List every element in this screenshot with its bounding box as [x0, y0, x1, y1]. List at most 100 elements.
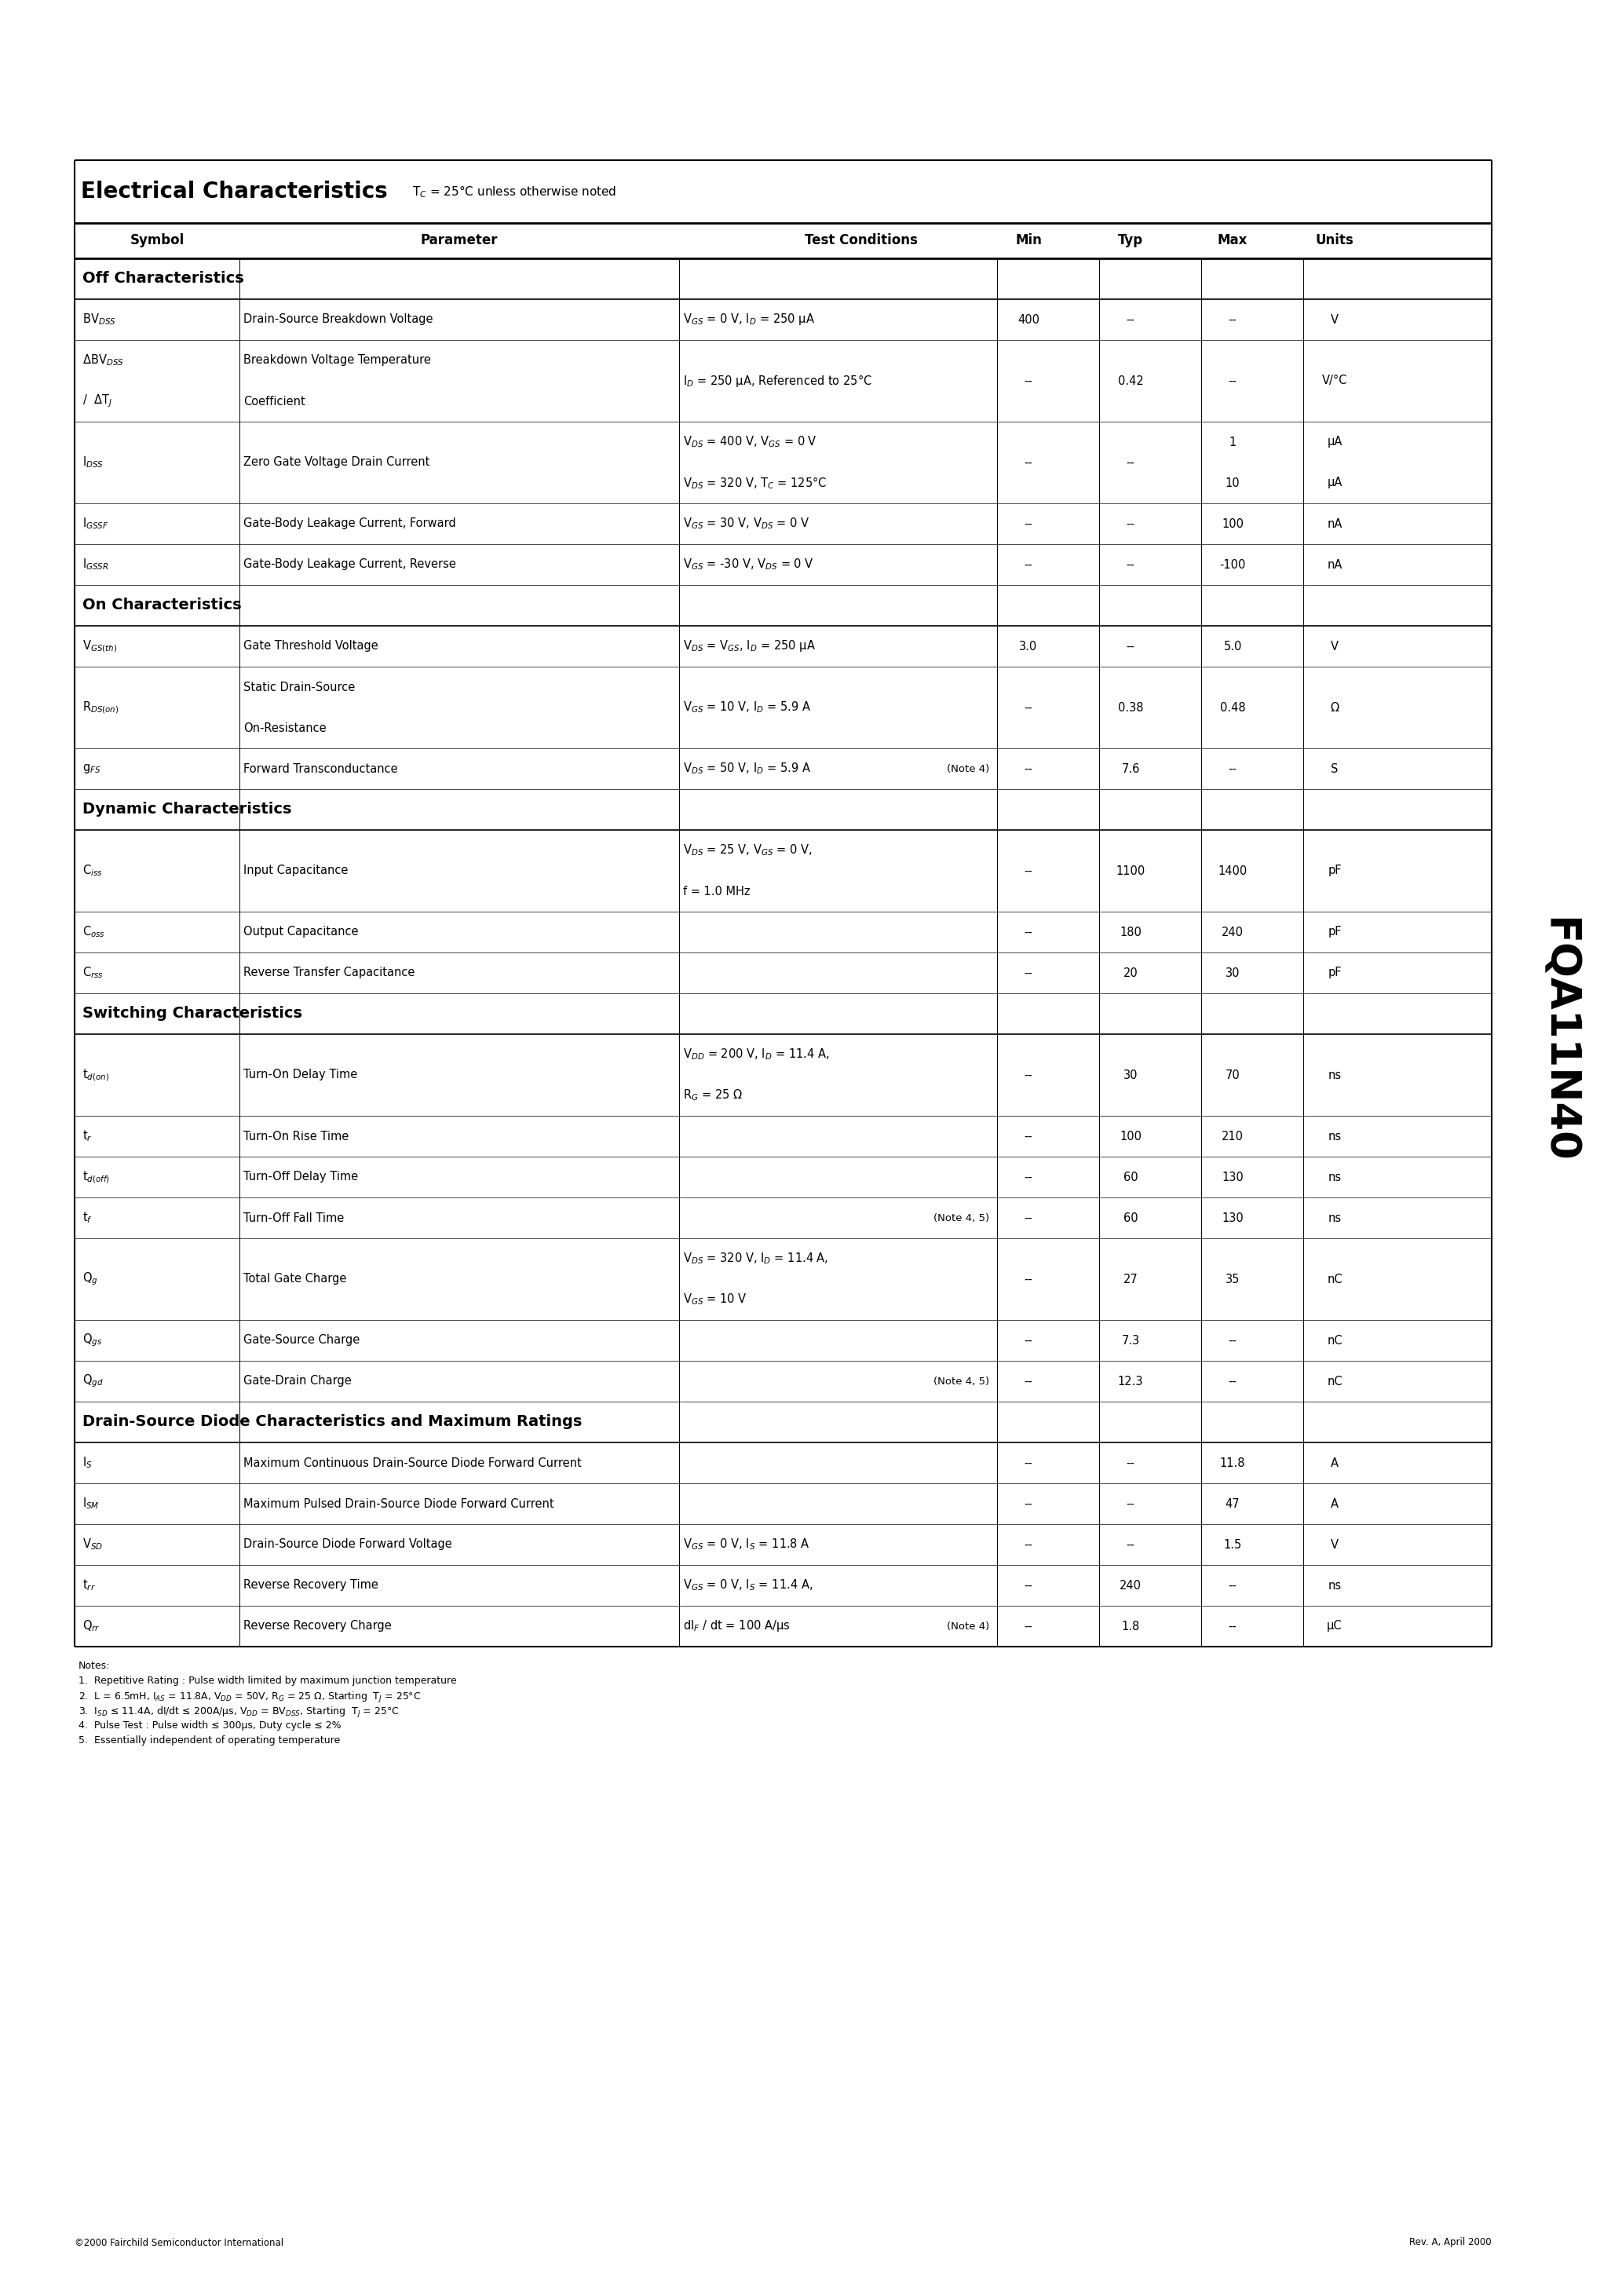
- Text: 60: 60: [1122, 1212, 1139, 1224]
- Text: --: --: [1126, 1538, 1135, 1550]
- Text: --: --: [1023, 1334, 1033, 1345]
- Text: --: --: [1023, 1212, 1033, 1224]
- Text: --: --: [1023, 1070, 1033, 1081]
- Text: Off Characteristics: Off Characteristics: [83, 271, 243, 287]
- Text: I$_{GSSF}$: I$_{GSSF}$: [83, 517, 109, 530]
- Text: Maximum Pulsed Drain-Source Diode Forward Current: Maximum Pulsed Drain-Source Diode Forwar…: [243, 1497, 555, 1508]
- Text: 4.  Pulse Test : Pulse width ≤ 300μs, Duty cycle ≤ 2%: 4. Pulse Test : Pulse width ≤ 300μs, Dut…: [78, 1720, 341, 1731]
- Text: Min: Min: [1015, 234, 1041, 248]
- Text: Notes:: Notes:: [78, 1660, 110, 1671]
- Text: V$_{DS}$ = 400 V, V$_{GS}$ = 0 V: V$_{DS}$ = 400 V, V$_{GS}$ = 0 V: [683, 434, 817, 450]
- Text: 11.8: 11.8: [1220, 1458, 1246, 1469]
- Text: V$_{DS}$ = 320 V, T$_{C}$ = 125°C: V$_{DS}$ = 320 V, T$_{C}$ = 125°C: [683, 475, 827, 491]
- Text: --: --: [1126, 519, 1135, 530]
- Text: R$_{G}$ = 25 Ω: R$_{G}$ = 25 Ω: [683, 1088, 743, 1102]
- Text: --: --: [1228, 1621, 1238, 1632]
- Text: C$_{oss}$: C$_{oss}$: [83, 925, 105, 939]
- Text: --: --: [1023, 374, 1033, 386]
- Text: Q$_{gd}$: Q$_{gd}$: [83, 1373, 104, 1389]
- Text: --: --: [1023, 558, 1033, 569]
- Text: t$_{rr}$: t$_{rr}$: [83, 1577, 96, 1593]
- Text: /  ΔT$_{J}$: / ΔT$_{J}$: [83, 393, 112, 409]
- Text: --: --: [1023, 1274, 1033, 1286]
- Text: f = 1.0 MHz: f = 1.0 MHz: [683, 886, 749, 898]
- Text: V: V: [1330, 315, 1338, 326]
- Text: V$_{DS}$ = 25 V, V$_{GS}$ = 0 V,: V$_{DS}$ = 25 V, V$_{GS}$ = 0 V,: [683, 843, 813, 859]
- Text: (Note 4, 5): (Note 4, 5): [933, 1212, 989, 1224]
- Text: --: --: [1023, 1130, 1033, 1141]
- Text: 400: 400: [1017, 315, 1040, 326]
- Text: 130: 130: [1221, 1212, 1244, 1224]
- Text: Electrical Characteristics: Electrical Characteristics: [81, 181, 388, 202]
- Text: V$_{DS}$ = V$_{GS}$, I$_{D}$ = 250 μA: V$_{DS}$ = V$_{GS}$, I$_{D}$ = 250 μA: [683, 638, 816, 654]
- Text: --: --: [1023, 1375, 1033, 1387]
- Text: (Note 4): (Note 4): [947, 765, 989, 774]
- Text: 12.3: 12.3: [1118, 1375, 1144, 1387]
- Text: --: --: [1228, 1580, 1238, 1591]
- Text: --: --: [1023, 519, 1033, 530]
- Text: C$_{rss}$: C$_{rss}$: [83, 967, 104, 980]
- Text: 47: 47: [1225, 1497, 1239, 1508]
- Text: Reverse Recovery Time: Reverse Recovery Time: [243, 1580, 378, 1591]
- Text: Ω: Ω: [1330, 703, 1340, 714]
- Text: 30: 30: [1225, 967, 1239, 978]
- Text: Q$_{rr}$: Q$_{rr}$: [83, 1619, 101, 1632]
- Text: V$_{DD}$ = 200 V, I$_{D}$ = 11.4 A,: V$_{DD}$ = 200 V, I$_{D}$ = 11.4 A,: [683, 1047, 829, 1061]
- Text: 130: 130: [1221, 1171, 1244, 1182]
- Text: g$_{FS}$: g$_{FS}$: [83, 762, 101, 776]
- Text: I$_{SM}$: I$_{SM}$: [83, 1497, 99, 1511]
- Text: 1100: 1100: [1116, 866, 1145, 877]
- Text: Max: Max: [1218, 234, 1247, 248]
- Text: 20: 20: [1122, 967, 1139, 978]
- Text: --: --: [1228, 1334, 1238, 1345]
- Text: 2.  L = 6.5mH, I$_{AS}$ = 11.8A, V$_{DD}$ = 50V, R$_G$ = 25 Ω, Starting  T$_J$ =: 2. L = 6.5mH, I$_{AS}$ = 11.8A, V$_{DD}$…: [78, 1690, 422, 1704]
- Text: --: --: [1023, 866, 1033, 877]
- Text: ns: ns: [1328, 1070, 1341, 1081]
- Text: --: --: [1126, 641, 1135, 652]
- Text: 3.  I$_{SD}$ ≤ 11.4A, dI/dt ≤ 200A/μs, V$_{DD}$ = BV$_{DSS}$, Starting  T$_J$ = : 3. I$_{SD}$ ≤ 11.4A, dI/dt ≤ 200A/μs, V$…: [78, 1706, 399, 1720]
- Text: V$_{GS}$ = 30 V, V$_{DS}$ = 0 V: V$_{GS}$ = 30 V, V$_{DS}$ = 0 V: [683, 517, 809, 530]
- Text: dI$_{F}$ / dt = 100 A/μs: dI$_{F}$ / dt = 100 A/μs: [683, 1619, 790, 1635]
- Text: 5.0: 5.0: [1223, 641, 1242, 652]
- Text: --: --: [1023, 1497, 1033, 1508]
- Text: 3.0: 3.0: [1019, 641, 1038, 652]
- Text: 1.5: 1.5: [1223, 1538, 1242, 1550]
- Text: Drain-Source Diode Characteristics and Maximum Ratings: Drain-Source Diode Characteristics and M…: [83, 1414, 582, 1430]
- Text: Dynamic Characteristics: Dynamic Characteristics: [83, 801, 292, 817]
- Text: 0.48: 0.48: [1220, 703, 1246, 714]
- Text: 27: 27: [1122, 1274, 1139, 1286]
- Text: Drain-Source Breakdown Voltage: Drain-Source Breakdown Voltage: [243, 315, 433, 326]
- Text: --: --: [1228, 762, 1238, 774]
- Text: μA: μA: [1327, 478, 1343, 489]
- Text: 70: 70: [1225, 1070, 1239, 1081]
- Text: --: --: [1126, 1458, 1135, 1469]
- Text: 7.6: 7.6: [1121, 762, 1140, 774]
- Text: Gate-Body Leakage Current, Reverse: Gate-Body Leakage Current, Reverse: [243, 558, 456, 569]
- Text: V$_{SD}$: V$_{SD}$: [83, 1538, 102, 1552]
- Text: V$_{GS}$ = 0 V, I$_{S}$ = 11.8 A: V$_{GS}$ = 0 V, I$_{S}$ = 11.8 A: [683, 1538, 809, 1552]
- Text: 60: 60: [1122, 1171, 1139, 1182]
- Text: pF: pF: [1328, 925, 1341, 939]
- Text: Units: Units: [1315, 234, 1354, 248]
- Text: V$_{DS}$ = 320 V, I$_{D}$ = 11.4 A,: V$_{DS}$ = 320 V, I$_{D}$ = 11.4 A,: [683, 1251, 829, 1265]
- Text: Zero Gate Voltage Drain Current: Zero Gate Voltage Drain Current: [243, 457, 430, 468]
- Text: pF: pF: [1328, 866, 1341, 877]
- Text: 210: 210: [1221, 1130, 1244, 1141]
- Text: 35: 35: [1225, 1274, 1239, 1286]
- Text: ©2000 Fairchild Semiconductor International: ©2000 Fairchild Semiconductor Internatio…: [75, 2239, 284, 2248]
- Text: Output Capacitance: Output Capacitance: [243, 925, 358, 939]
- Text: μA: μA: [1327, 436, 1343, 448]
- Text: Breakdown Voltage Temperature: Breakdown Voltage Temperature: [243, 354, 431, 367]
- Text: nC: nC: [1327, 1334, 1343, 1345]
- Text: 10: 10: [1225, 478, 1239, 489]
- Text: nA: nA: [1327, 519, 1343, 530]
- Text: Coefficient: Coefficient: [243, 395, 305, 406]
- Text: ns: ns: [1328, 1212, 1341, 1224]
- Text: --: --: [1126, 1497, 1135, 1508]
- Text: Typ: Typ: [1118, 234, 1144, 248]
- Text: Switching Characteristics: Switching Characteristics: [83, 1006, 302, 1022]
- Text: V: V: [1330, 641, 1338, 652]
- Text: 1400: 1400: [1218, 866, 1247, 877]
- Text: μC: μC: [1327, 1621, 1343, 1632]
- Text: Test Conditions: Test Conditions: [805, 234, 918, 248]
